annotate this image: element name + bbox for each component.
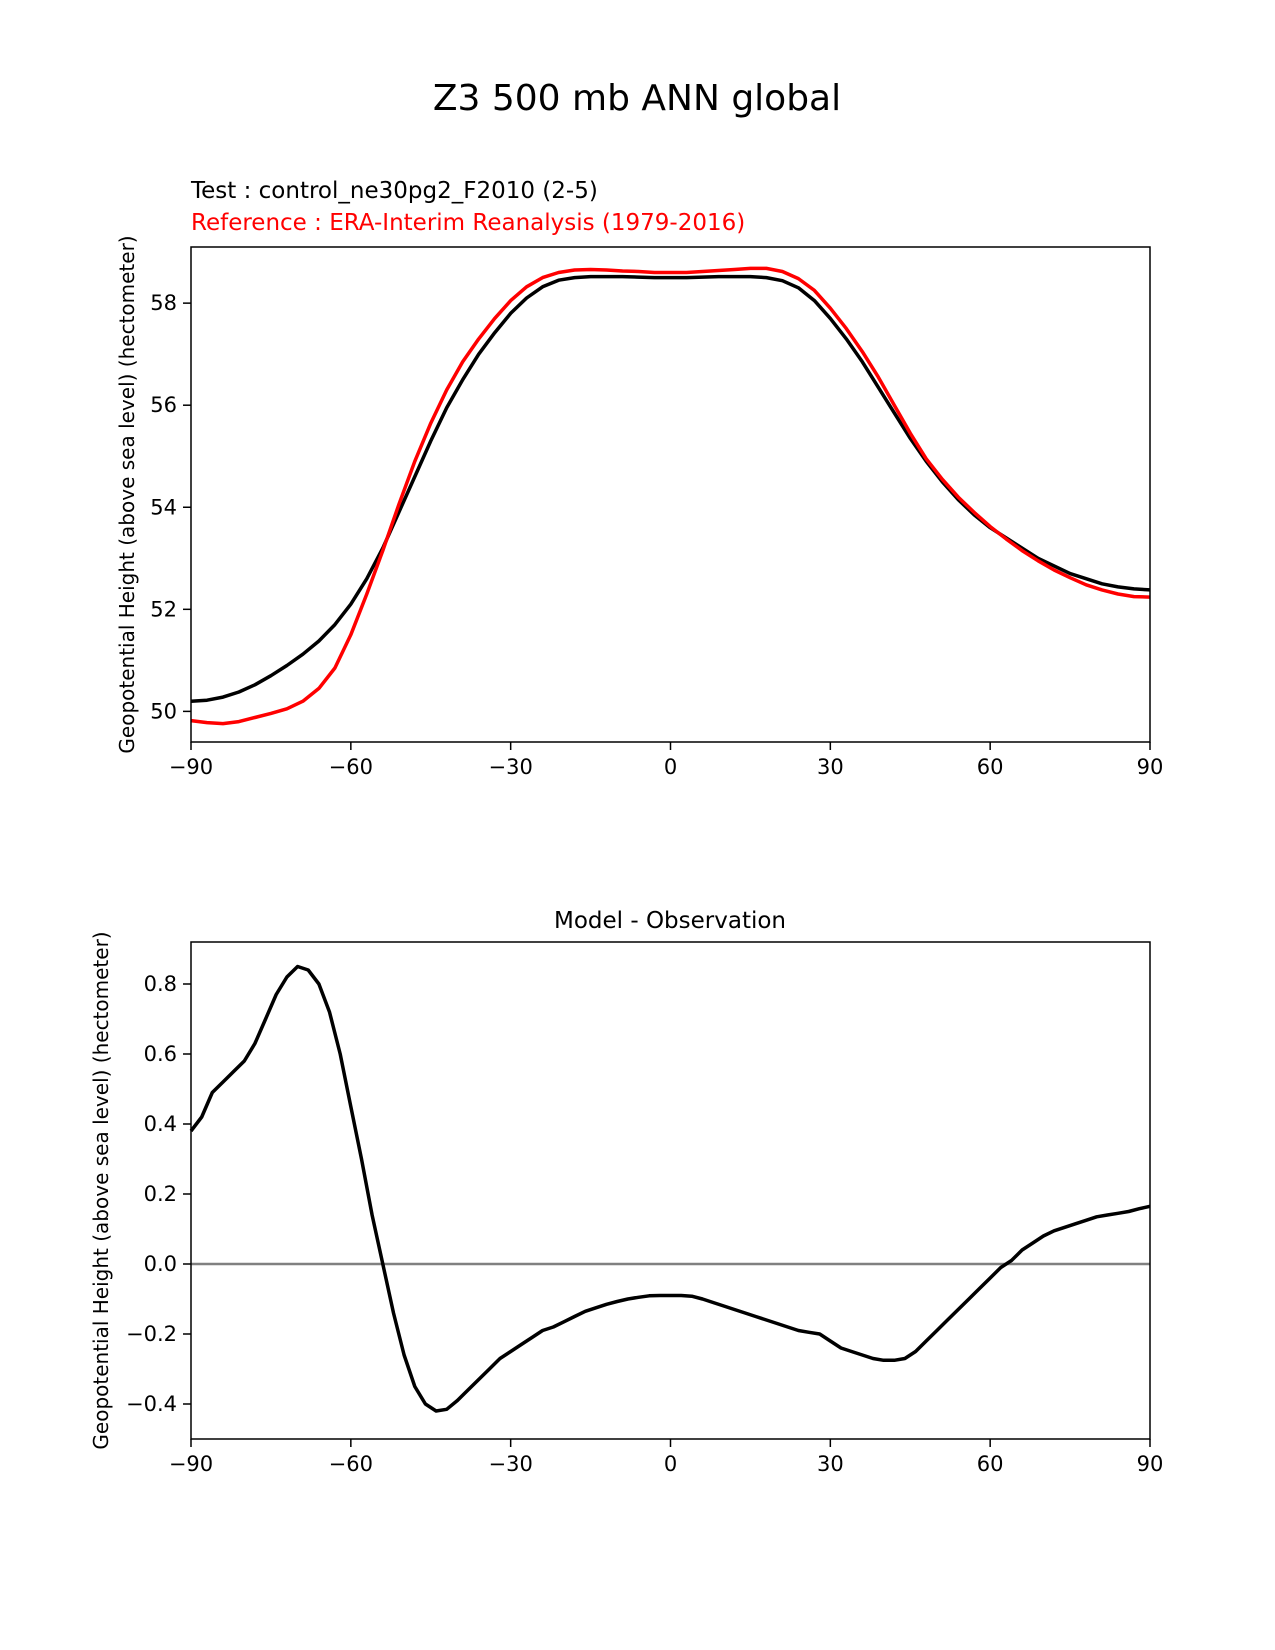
test-label: Test : control_ne30pg2_F2010 (2-5) (190, 178, 598, 204)
top-series-group (190, 266, 1151, 726)
top-x-tick-label: −60 (329, 755, 373, 779)
bottom-y-axis-label: Geopotential Height (above sea level) (h… (89, 931, 113, 1449)
top-series-reference-line (190, 266, 1151, 726)
top-x-tick-label: 0 (664, 755, 677, 779)
top-x-axis: −90 −60 −30 0 30 60 90 (169, 742, 1164, 779)
top-y-tick-label: 50 (150, 699, 177, 723)
top-x-tick-label: 90 (1137, 755, 1164, 779)
bottom-y-tick-label: −0.4 (126, 1392, 177, 1416)
bottom-y-tick-label: 0.6 (144, 1042, 177, 1066)
bottom-x-tick-label: 0 (664, 1452, 677, 1476)
top-y-axis-label: Geopotential Height (above sea level) (h… (115, 235, 139, 753)
bottom-x-tick-label: −30 (489, 1452, 533, 1476)
top-x-tick-label: 60 (977, 755, 1004, 779)
top-y-tick-label: 52 (150, 597, 177, 621)
bottom-series-model-observation-line (189, 964, 1151, 1413)
bottom-x-tick-label: 60 (977, 1452, 1004, 1476)
bottom-x-tick-label: 90 (1137, 1452, 1164, 1476)
top-y-axis: 50 52 54 56 58 (150, 291, 191, 723)
bottom-panel-title: Model - Observation (554, 908, 786, 934)
bottom-y-tick-label: 0.2 (144, 1182, 177, 1206)
bottom-y-tick-label: 0.8 (144, 972, 177, 996)
bottom-y-tick-label: −0.2 (126, 1322, 177, 1346)
top-x-tick-label: 30 (817, 755, 844, 779)
bottom-y-tick-label: 0.0 (144, 1252, 177, 1276)
figure-title: Z3 500 mb ANN global (433, 78, 841, 119)
bottom-axes-frame (190, 941, 1151, 1440)
top-y-tick-label: 58 (150, 291, 177, 315)
top-series-test-line (190, 274, 1151, 703)
bottom-x-axis: −90 −60 −30 0 30 60 90 (169, 1439, 1164, 1476)
bottom-panel: Model - Observation −90 −60 −30 0 30 60 90 −0.… (89, 908, 1163, 1476)
top-y-tick-label: 54 (150, 495, 177, 519)
top-x-tick-label: −90 (169, 755, 213, 779)
bottom-x-tick-label: −90 (169, 1452, 213, 1476)
bottom-x-tick-label: −60 (329, 1452, 373, 1476)
bottom-x-tick-label: 30 (817, 1452, 844, 1476)
top-x-tick-label: −30 (489, 755, 533, 779)
reference-label: Reference : ERA-Interim Reanalysis (1979… (191, 210, 745, 236)
top-panel: Test : control_ne30pg2_F2010 (2-5) Refer… (115, 178, 1163, 779)
bottom-y-axis: −0.4 −0.2 0.0 0.2 0.4 0.6 0.8 (126, 972, 191, 1416)
bottom-y-tick-label: 0.4 (144, 1112, 177, 1136)
bottom-series-group (189, 964, 1151, 1413)
top-y-tick-label: 56 (150, 393, 177, 417)
